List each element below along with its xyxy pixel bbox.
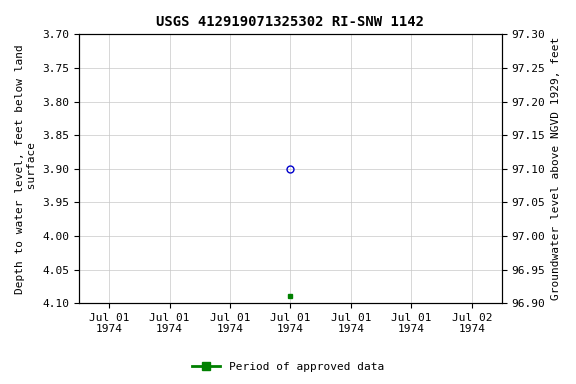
Legend: Period of approved data: Period of approved data	[188, 358, 388, 377]
Y-axis label: Groundwater level above NGVD 1929, feet: Groundwater level above NGVD 1929, feet	[551, 37, 561, 300]
Title: USGS 412919071325302 RI-SNW 1142: USGS 412919071325302 RI-SNW 1142	[157, 15, 425, 29]
Y-axis label: Depth to water level, feet below land
 surface: Depth to water level, feet below land su…	[15, 44, 37, 294]
